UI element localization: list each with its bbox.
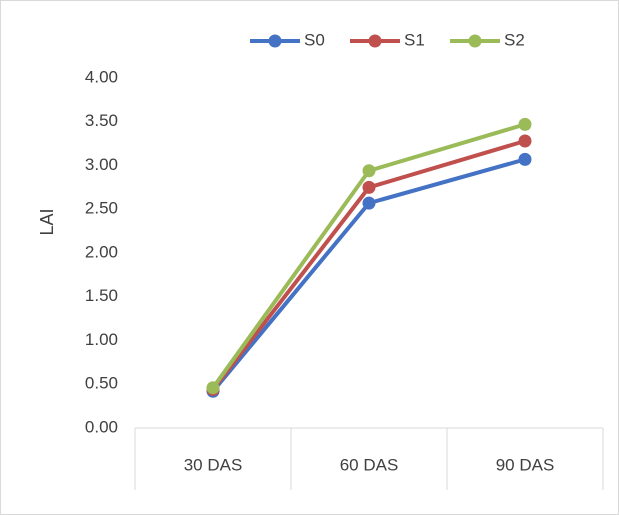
y-tick-label: 3.00 [85, 155, 118, 174]
axes [134, 427, 604, 490]
legend-marker-s1 [368, 34, 382, 48]
y-tick-label: 1.50 [85, 286, 118, 305]
y-tick-label: 2.50 [85, 199, 118, 218]
x-tick-label: 90 DAS [496, 455, 555, 474]
y-tick-label: 2.00 [85, 242, 118, 261]
data-point-s2 [518, 117, 532, 131]
data-point-s2 [206, 381, 220, 395]
y-tick-label: 0.50 [85, 374, 118, 393]
y-tick-label: 4.00 [85, 67, 118, 86]
data-point-s1 [518, 134, 532, 148]
legend: S0 S1 S2 [250, 30, 525, 49]
x-tick-label: 30 DAS [184, 455, 243, 474]
data-point-s1 [362, 180, 376, 194]
y-tick-label: 3.50 [85, 111, 118, 130]
series-group [206, 117, 532, 398]
x-tick-label: 60 DAS [340, 455, 399, 474]
legend-label-s0: S0 [304, 30, 325, 49]
legend-label-s1: S1 [404, 30, 425, 49]
y-tick-labels: 0.00 0.50 1.00 1.50 2.00 2.50 3.00 3.50 4.00 [85, 67, 118, 436]
legend-marker-s2 [468, 34, 482, 48]
y-axis-title: LAI [37, 208, 57, 235]
y-tick-label: 1.00 [85, 330, 118, 349]
legend-label-s2: S2 [504, 30, 525, 49]
data-point-s0 [518, 152, 532, 166]
data-point-s0 [362, 196, 376, 210]
x-tick-labels: 30 DAS 60 DAS 90 DAS [184, 455, 555, 474]
y-tick-label: 0.00 [85, 417, 118, 436]
data-point-s2 [362, 164, 376, 178]
legend-marker-s0 [268, 34, 282, 48]
